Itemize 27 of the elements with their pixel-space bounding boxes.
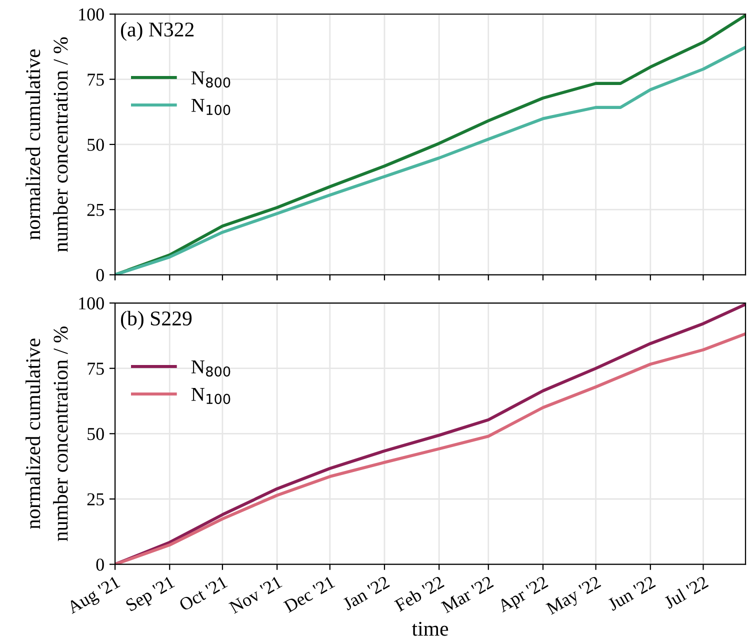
x-tick-label: Aug '21 xyxy=(66,576,122,618)
legend-label: N$_{100}$ xyxy=(191,388,230,404)
y-tick-label: 75 xyxy=(88,74,104,86)
y-axis-title: normalized cumulative number concentration / % xyxy=(26,37,68,252)
y-tick-label: 100 xyxy=(79,8,104,21)
x-tick-label: Dec '21 xyxy=(283,576,336,613)
y-tick-label: 0 xyxy=(96,269,104,282)
y-tick-label: 25 xyxy=(87,493,104,506)
x-tick-label: Jan '22 xyxy=(342,576,390,610)
x-axis-title: time xyxy=(412,622,448,636)
y-tick-label: 75 xyxy=(88,362,104,375)
annotation: (b) S229 xyxy=(120,310,192,330)
legend-label: N$_{800}$ xyxy=(191,72,230,88)
x-tick-label: Nov '21 xyxy=(228,576,282,614)
x-tick-label: Sep '21 xyxy=(125,576,177,615)
y-tick-label: 50 xyxy=(88,428,104,440)
y-tick-label: 0 xyxy=(96,558,104,571)
y-tick-label: 25 xyxy=(87,204,104,216)
annotation: (a) N322 xyxy=(120,22,194,41)
x-tick-label: Jul '22 xyxy=(662,575,709,609)
legend-label: N$_{800}$ xyxy=(191,360,230,377)
legend-label: N$_{100}$ xyxy=(191,98,230,116)
x-tick-label: Oct '21 xyxy=(178,576,228,612)
y-axis-title: normalized cumulative number concentration / % xyxy=(26,326,68,542)
y-tick-label: 100 xyxy=(79,297,104,310)
y-tick-label: 50 xyxy=(88,138,104,151)
x-tick-label: Jun '22 xyxy=(606,576,656,612)
